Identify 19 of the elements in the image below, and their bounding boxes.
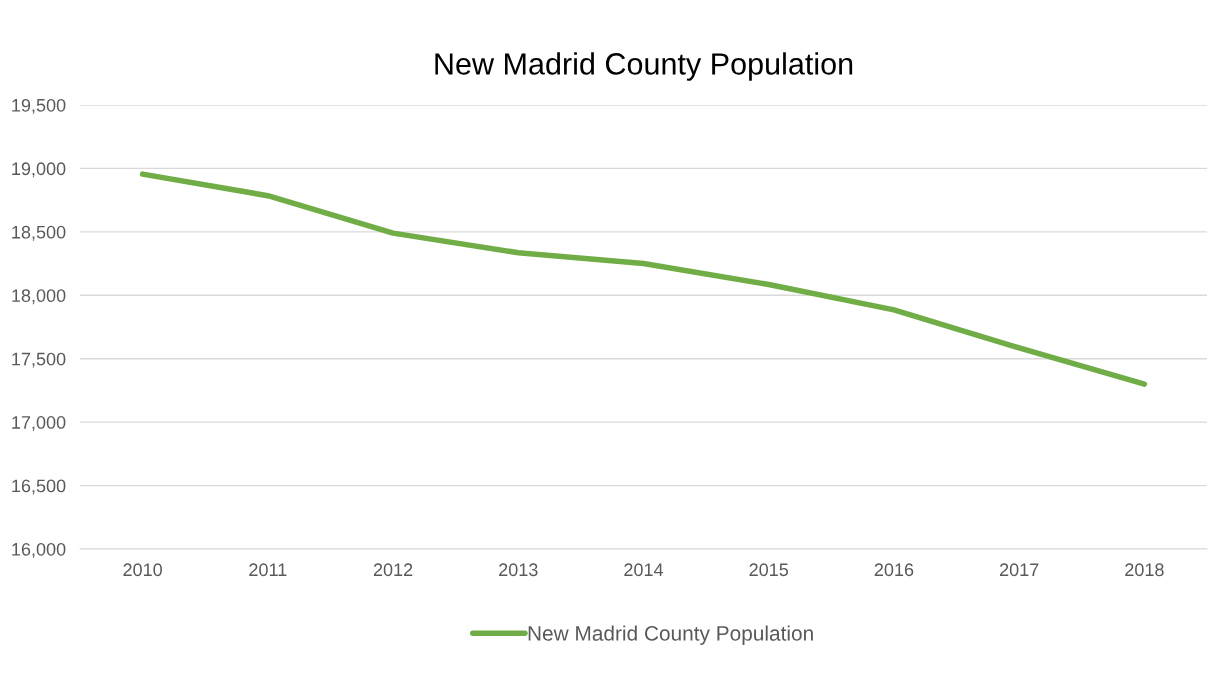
legend-label: New Madrid County Population xyxy=(528,625,813,645)
x-tick-label: 2013 xyxy=(499,563,538,577)
y-tick-label: 16,500 xyxy=(12,479,66,495)
x-tick-label: 2016 xyxy=(874,563,914,577)
x-tick-label: 2015 xyxy=(749,563,789,577)
y-tick-label: 17,000 xyxy=(12,416,66,431)
y-tick-label: 19,500 xyxy=(12,98,66,114)
y-tick-label: 17,500 xyxy=(12,352,66,368)
chart-title: New Madrid County Population xyxy=(435,52,853,81)
x-tick-label: 2010 xyxy=(123,563,162,577)
x-tick-label: 2011 xyxy=(249,563,287,577)
y-tick-label: 18,500 xyxy=(12,225,66,241)
x-tick-label: 2017 xyxy=(999,563,1039,577)
x-tick-label: 2014 xyxy=(624,563,664,577)
x-tick-label: 2018 xyxy=(1125,563,1164,577)
y-tick-label: 16,000 xyxy=(12,542,66,558)
x-tick-label: 2012 xyxy=(373,563,413,577)
y-tick-label: 18,000 xyxy=(12,289,66,305)
y-tick-label: 19,000 xyxy=(12,162,66,178)
